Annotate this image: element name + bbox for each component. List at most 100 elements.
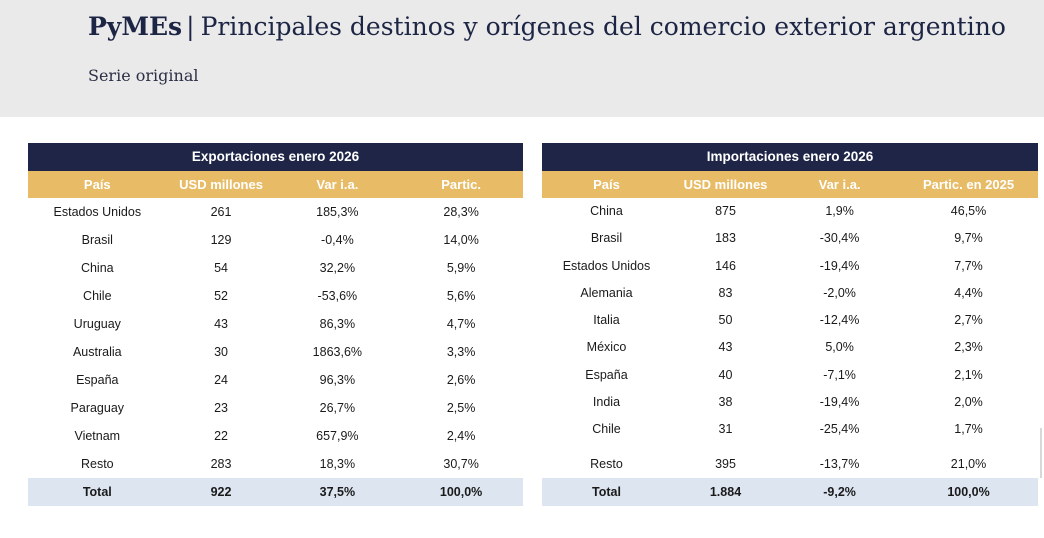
value-cell: 86,3% [319,317,356,331]
total-label: Total [592,485,621,499]
value-cell: 2,4% [446,429,476,443]
total-cell: 37,5% [319,485,356,499]
value-cell: 14,0% [443,233,479,247]
value-cell: -2,0% [823,285,856,300]
value-cell: 2,0% [954,395,983,410]
total-cell: 100,0% [947,485,990,499]
imports-rows: China 875 1,9% 46,5% Brasil 183 -30,4% 9,7% Esta… [542,198,1038,478]
value-cell: 4,7% [446,317,476,331]
country-cell: Chile [592,422,621,437]
country-cell: Resto [590,456,623,471]
table-row: España 24 96,3% 2,6% [28,366,523,394]
value-cell: -7,1% [823,367,856,382]
value-cell: 657,9% [316,429,359,443]
value-cell: 22 [214,429,228,443]
country-cell: Uruguay [73,317,121,331]
imports-table-title: Importaciones enero 2026 [542,143,1038,171]
table-row: Chile 31 -25,4% 1,7% [542,416,1038,443]
value-cell: 50 [718,313,733,328]
value-cell: 54 [214,261,228,275]
value-cell: 23 [214,401,228,415]
value-cell: 5,6% [446,289,476,303]
total-cell: 1.884 [709,485,742,499]
table-row: Australia 30 1863,6% 3,3% [28,338,523,366]
country-cell: India [592,395,621,410]
value-cell: 5,9% [446,261,476,275]
table-row: Estados Unidos 261 185,3% 28,3% [28,198,523,226]
column-header: USD millones [683,177,768,192]
value-cell: 4,4% [954,285,983,300]
country-cell: Brasil [81,233,113,247]
total-cell: -9,2% [823,485,856,499]
value-cell: 2,3% [954,340,983,355]
table-row: Chile 52 -53,6% 5,6% [28,282,523,310]
exports-header-row: País USD millones Var i.a. Partic. [28,171,523,198]
brand-label: PyMEs [88,12,183,41]
country-cell: Resto [80,457,114,471]
value-cell: 2,1% [954,367,983,382]
total-cell: 922 [210,485,232,499]
value-cell: 30 [214,345,228,359]
value-cell: 43 [718,340,733,355]
imports-total-row: Total 1.884 -9,2% 100,0% [542,478,1038,506]
scrollbar-edge [1040,428,1042,478]
country-cell: China [590,204,623,218]
table-row: Brasil 183 -30,4% 9,7% [542,225,1038,252]
value-cell: 96,3% [319,373,356,387]
table-row: España 40 -7,1% 2,1% [542,362,1038,389]
table-row: Vietnam 22 657,9% 2,4% [28,422,523,450]
column-header: Partic. [441,177,481,192]
country-cell: México [586,340,627,355]
country-cell: Estados Unidos [562,258,651,273]
value-cell: 283 [210,457,232,471]
value-cell: 185,3% [316,205,359,219]
value-cell: 7,7% [954,258,983,273]
value-cell: 129 [210,233,232,247]
value-cell: 26,7% [319,401,356,415]
table-row: Resto 283 18,3% 30,7% [28,450,523,478]
table-row: China 54 32,2% 5,9% [28,254,523,282]
page-title: PyMEs | Principales destinos y orígenes de… [88,12,1006,41]
value-cell: 3,3% [446,345,476,359]
value-cell: 21,0% [950,456,987,471]
value-cell: 9,7% [954,231,983,246]
exports-rows: Estados Unidos 261 185,3% 28,3% Brasil 129 -0,… [28,198,523,478]
country-cell: Australia [72,345,122,359]
value-cell: 83 [718,285,733,300]
table-row: Uruguay 43 86,3% 4,7% [28,310,523,338]
value-cell: 261 [210,205,232,219]
value-cell: 1,9% [825,204,854,218]
value-cell: 52 [214,289,228,303]
country-cell: Estados Unidos [53,205,142,219]
country-cell: España [585,367,628,382]
value-cell: 875 [715,204,736,218]
table-row: China 875 1,9% 46,5% [542,198,1038,225]
value-cell: 146 [715,258,736,273]
table-row: Italia 50 -12,4% 2,7% [542,307,1038,334]
column-header: País [593,177,620,192]
value-cell: 43 [214,317,228,331]
header-banner: PyMEs | Principales destinos y orígenes de… [0,0,1044,117]
country-cell: Vietnam [74,429,121,443]
value-cell: -12,4% [819,313,860,328]
country-cell: Brasil [590,231,623,246]
total-label: Total [82,485,112,499]
column-header: País [83,177,111,192]
value-cell: 30,7% [443,457,479,471]
column-header: USD millones [179,177,263,192]
value-cell: 183 [715,231,736,246]
column-header: Partic. en 2025 [923,177,1015,192]
table-row: Paraguay 23 26,7% 2,5% [28,394,523,422]
value-cell: 40 [718,367,733,382]
exports-table: Exportaciones enero 2026 País USD millon… [28,143,523,506]
value-cell: -19,4% [819,258,860,273]
column-header: Var i.a. [316,177,359,192]
value-cell: -53,6% [317,289,358,303]
imports-table: Importaciones enero 2026 País USD millon… [542,143,1038,506]
page-subtitle: Serie original [88,66,199,85]
value-cell: 38 [718,395,733,410]
country-cell: China [80,261,114,275]
value-cell: 1,7% [954,422,983,437]
exports-total-row: Total 922 37,5% 100,0% [28,478,523,506]
value-cell: -13,7% [819,456,860,471]
